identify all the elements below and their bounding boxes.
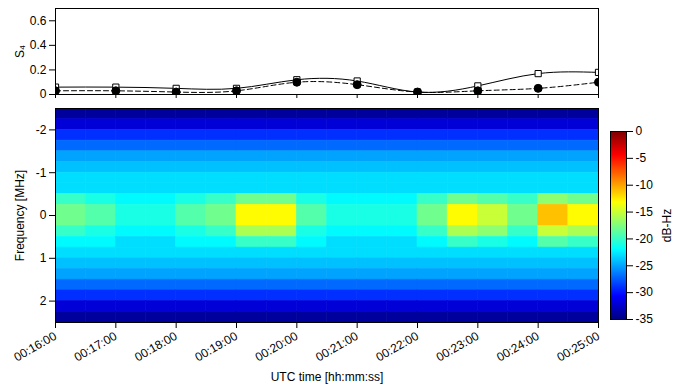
svg-text:0: 0: [40, 87, 47, 100]
svg-text:-15: -15: [636, 205, 654, 219]
svg-text:UTC time [hh:mm:ss]: UTC time [hh:mm:ss]: [271, 370, 384, 384]
svg-text:0.2: 0.2: [30, 63, 47, 77]
svg-text:-2: -2: [36, 123, 47, 137]
svg-text:0: 0: [636, 125, 643, 138]
svg-text:2: 2: [40, 294, 47, 308]
svg-text:1: 1: [40, 251, 47, 265]
svg-text:00:18:00: 00:18:00: [132, 329, 180, 365]
svg-text:00:23:00: 00:23:00: [434, 329, 482, 365]
svg-text:0.6: 0.6: [30, 14, 47, 28]
svg-text:S₄: S₄: [13, 45, 27, 58]
svg-text:00:17:00: 00:17:00: [72, 329, 120, 365]
svg-text:dB-Hz: dB-Hz: [660, 209, 674, 242]
svg-text:00:24:00: 00:24:00: [494, 329, 542, 365]
svg-text:00:16:00: 00:16:00: [11, 329, 59, 365]
svg-text:-5: -5: [636, 151, 647, 165]
svg-text:0.4: 0.4: [30, 38, 47, 52]
svg-text:Frequency [MHz]: Frequency [MHz]: [13, 170, 27, 261]
svg-text:0: 0: [40, 208, 47, 222]
svg-text:00:20:00: 00:20:00: [253, 329, 301, 365]
svg-text:-1: -1: [36, 166, 47, 180]
svg-text:-25: -25: [636, 259, 654, 273]
svg-text:00:25:00: 00:25:00: [554, 329, 602, 365]
svg-text:00:19:00: 00:19:00: [192, 329, 240, 365]
svg-text:00:21:00: 00:21:00: [313, 329, 361, 365]
svg-text:00:22:00: 00:22:00: [373, 329, 421, 365]
svg-text:-35: -35: [636, 312, 654, 325]
svg-text:-30: -30: [636, 285, 654, 299]
svg-text:-10: -10: [636, 178, 654, 192]
svg-text:-20: -20: [636, 232, 654, 246]
